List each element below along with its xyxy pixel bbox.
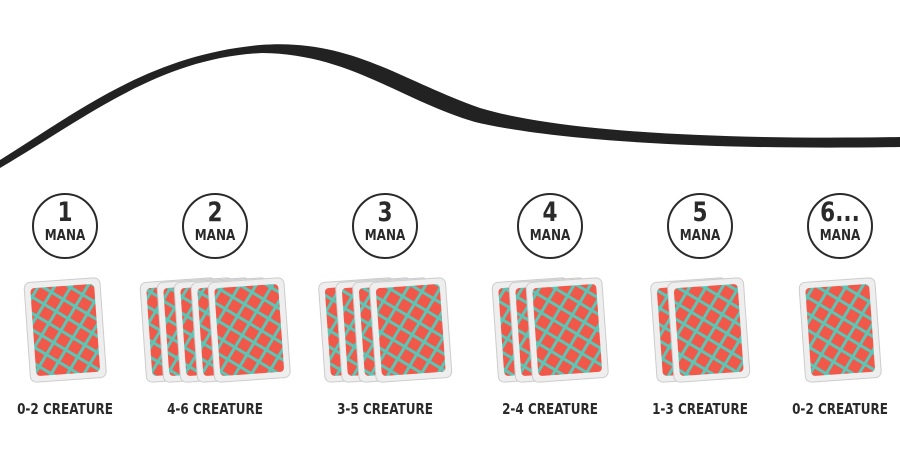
mana-column-6: 6... MANA 0-2 CREATURE <box>755 0 900 471</box>
mana-number: 6... <box>820 197 860 228</box>
card-back <box>23 277 107 383</box>
creature-count-label: 4-6 CREATURE <box>167 400 263 418</box>
card-back <box>369 277 453 383</box>
mana-cost-badge: 1 MANA <box>32 193 98 259</box>
creature-count-label: 0-2 CREATURE <box>792 400 888 418</box>
mana-unit: MANA <box>529 226 571 244</box>
mana-column-2: 2 MANA 4-6 CREATURE <box>130 0 300 471</box>
mana-cost-badge: 6... MANA <box>807 193 873 259</box>
creature-count-label: 2-4 CREATURE <box>502 400 598 418</box>
mana-unit: MANA <box>819 226 861 244</box>
mana-cost-badge: 5 MANA <box>667 193 733 259</box>
mana-number: 4 <box>542 197 558 228</box>
mana-unit: MANA <box>364 226 406 244</box>
card-back <box>798 277 882 383</box>
mana-column-4: 4 MANA 2-4 CREATURE <box>465 0 635 471</box>
mana-number: 5 <box>692 197 708 228</box>
creature-count-label: 3-5 CREATURE <box>337 400 433 418</box>
mana-number: 3 <box>377 197 393 228</box>
card-stack <box>491 277 609 383</box>
mana-cost-badge: 4 MANA <box>517 193 583 259</box>
mana-column-3: 3 MANA 3-5 CREATURE <box>300 0 470 471</box>
card-stack <box>798 277 882 383</box>
card-stack <box>318 277 453 383</box>
mana-unit: MANA <box>44 226 86 244</box>
card-back <box>667 277 751 383</box>
card-stack <box>139 277 291 383</box>
mana-number: 1 <box>57 197 73 228</box>
mana-cost-badge: 2 MANA <box>182 193 248 259</box>
mana-number: 2 <box>207 197 223 228</box>
card-back <box>525 277 609 383</box>
card-stack <box>650 277 751 383</box>
mana-unit: MANA <box>679 226 721 244</box>
creature-count-label: 0-2 CREATURE <box>17 400 113 418</box>
mana-unit: MANA <box>194 226 236 244</box>
mana-cost-badge: 3 MANA <box>352 193 418 259</box>
mana-column-5: 5 MANA 1-3 CREATURE <box>615 0 785 471</box>
card-stack <box>23 277 107 383</box>
card-back <box>207 277 291 383</box>
mana-column-1: 1 MANA 0-2 CREATURE <box>0 0 150 471</box>
creature-count-label: 1-3 CREATURE <box>652 400 748 418</box>
